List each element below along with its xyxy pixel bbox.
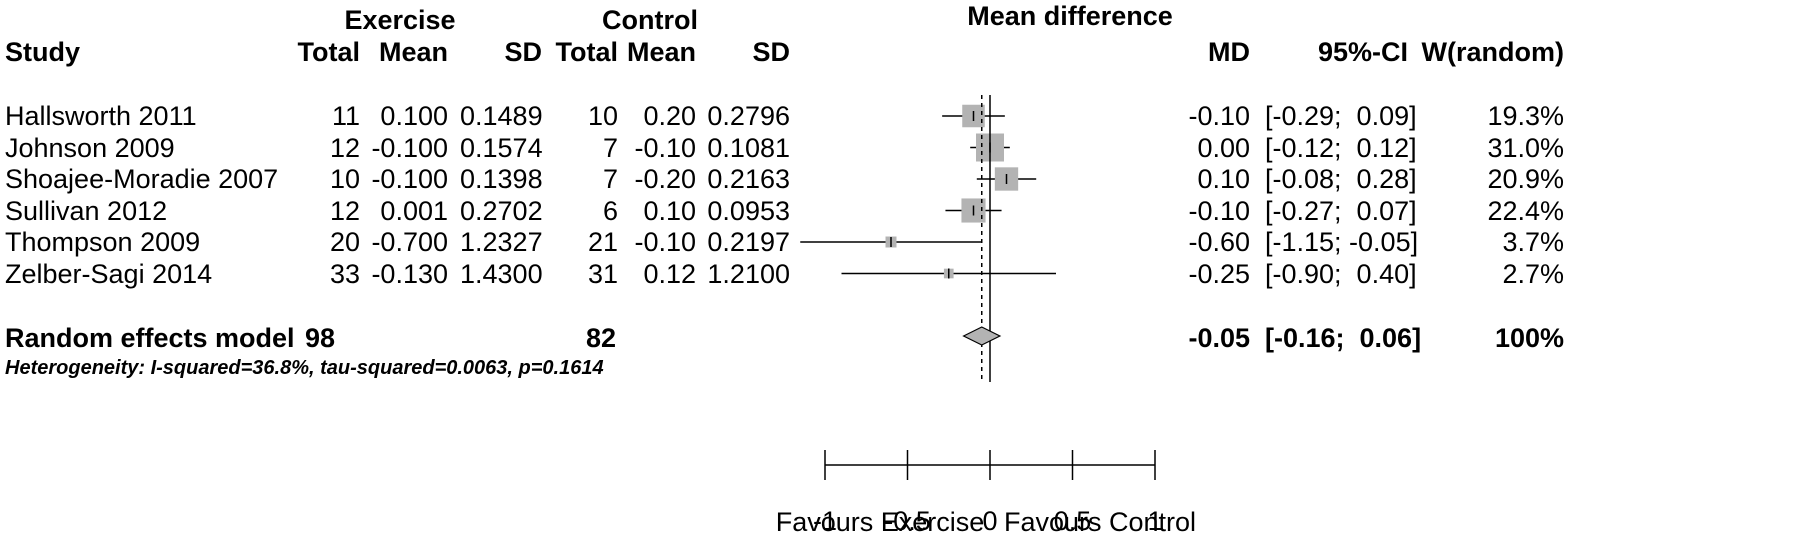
study-name: Zelber-Sagi 2014 [5, 258, 213, 289]
col-header-study: Study [5, 37, 81, 67]
ct-mean: 0.20 [643, 101, 696, 131]
x-tick-label: -0.5 [884, 506, 931, 536]
ex-sd: 0.1398 [460, 164, 543, 194]
weight-value: 22.4% [1487, 195, 1564, 226]
ct-total: 7 [602, 132, 618, 163]
ex-sd: 0.1574 [460, 132, 543, 163]
ex-total: 11 [331, 101, 360, 131]
ci-value: [-0.27; 0.07] [1265, 195, 1417, 226]
col-header-ct-mean: Mean [626, 37, 696, 67]
study-name: Johnson 2009 [5, 132, 175, 163]
ex-sd: 0.1489 [460, 101, 543, 131]
col-header-ex-mean: Mean [378, 37, 448, 67]
ex-sd: 0.2702 [460, 195, 543, 226]
md-value: 0.00 [1197, 132, 1250, 163]
pooled-ci: [-0.16; 0.06] [1265, 323, 1422, 353]
col-header-md: MD [1208, 37, 1250, 67]
ct-mean: -0.20 [634, 164, 696, 194]
ex-mean: -0.130 [371, 258, 448, 289]
ct-sd: 0.0953 [707, 195, 790, 226]
ex-sd: 1.2327 [460, 227, 543, 257]
ex-total: 12 [329, 195, 360, 226]
weight-value: 19.3% [1487, 101, 1564, 131]
weight-value: 31.0% [1487, 132, 1564, 163]
ct-sd: 0.1081 [707, 132, 790, 163]
ct-sd: 0.2796 [707, 101, 790, 131]
weight-value: 3.7% [1502, 227, 1564, 257]
ct-mean: -0.10 [634, 227, 696, 257]
col-header-ex-sd: SD [504, 37, 542, 67]
md-value: -0.10 [1188, 101, 1250, 131]
ct-sd: 0.2163 [707, 164, 790, 194]
ct-mean: 0.12 [643, 258, 696, 289]
ex-mean: 0.001 [380, 195, 448, 226]
ct-sd: 0.2197 [707, 227, 790, 257]
ex-mean: -0.100 [371, 132, 448, 163]
col-header-ct-sd: SD [752, 37, 790, 67]
ex-total: 10 [329, 164, 360, 194]
group-header-control: Control [602, 5, 698, 35]
study-name: Sullivan 2012 [5, 195, 168, 226]
ex-mean: -0.100 [371, 164, 448, 194]
ct-mean: 0.10 [643, 195, 696, 226]
ex-total: 33 [329, 258, 360, 289]
ct-total: 31 [587, 258, 618, 289]
pooled-weight: 100% [1494, 323, 1564, 353]
col-header-weight: W(random) [1421, 37, 1564, 67]
weight-value: 2.7% [1502, 258, 1564, 289]
x-tick-label: -1 [813, 506, 837, 536]
ci-value: [-0.08; 0.28] [1265, 164, 1417, 194]
ct-total: 7 [602, 164, 618, 194]
ci-value: [-0.12; 0.12] [1265, 132, 1417, 163]
heterogeneity-note: Heterogeneity: I-squared=36.8%, tau-squa… [5, 357, 604, 379]
group-header-exercise: Exercise [344, 5, 456, 35]
ex-mean: 0.100 [380, 101, 448, 131]
weight-value: 20.9% [1487, 164, 1564, 194]
md-value: -0.60 [1188, 227, 1250, 257]
ci-value: [-1.15; -0.05] [1265, 227, 1419, 257]
study-name: Thompson 2009 [5, 227, 201, 257]
ci-value: [-0.29; 0.09] [1265, 101, 1417, 131]
chart-title: Mean difference [967, 1, 1173, 31]
x-tick-label: 0.5 [1054, 506, 1092, 536]
ct-total: 10 [587, 101, 618, 131]
col-header-ct-total: Total [555, 37, 619, 67]
ex-sd: 1.4300 [460, 258, 543, 289]
ex-total: 12 [329, 132, 360, 163]
pooled-ct-total: 82 [586, 323, 617, 353]
ct-total: 6 [602, 195, 618, 226]
ct-total: 21 [587, 227, 618, 257]
pooled-diamond [962, 326, 1002, 346]
col-header-ci: 95%-CI [1317, 37, 1408, 67]
md-value: -0.25 [1188, 258, 1250, 289]
ex-total: 20 [329, 227, 360, 257]
col-header-ex-total: Total [297, 37, 361, 67]
ex-mean: -0.700 [371, 227, 448, 257]
ct-sd: 1.2100 [707, 258, 790, 289]
x-tick-label: 0 [982, 506, 997, 536]
study-name: Hallsworth 2011 [5, 101, 197, 131]
study-name: Shoajee-Moradie 2007 [5, 164, 279, 194]
ci-value: [-0.90; 0.40] [1265, 258, 1417, 289]
md-value: 0.10 [1197, 164, 1250, 194]
pooled-label: Random effects model [5, 323, 295, 353]
ct-mean: -0.10 [634, 132, 696, 163]
xlabel-right: Favours Control [1003, 507, 1197, 537]
md-value: -0.10 [1188, 195, 1250, 226]
x-tick-label: 1 [1147, 506, 1162, 536]
pooled-md: -0.05 [1188, 323, 1250, 353]
pooled-ex-total: 98 [305, 323, 336, 353]
xlabel-left: Favours Exercise [775, 507, 985, 537]
